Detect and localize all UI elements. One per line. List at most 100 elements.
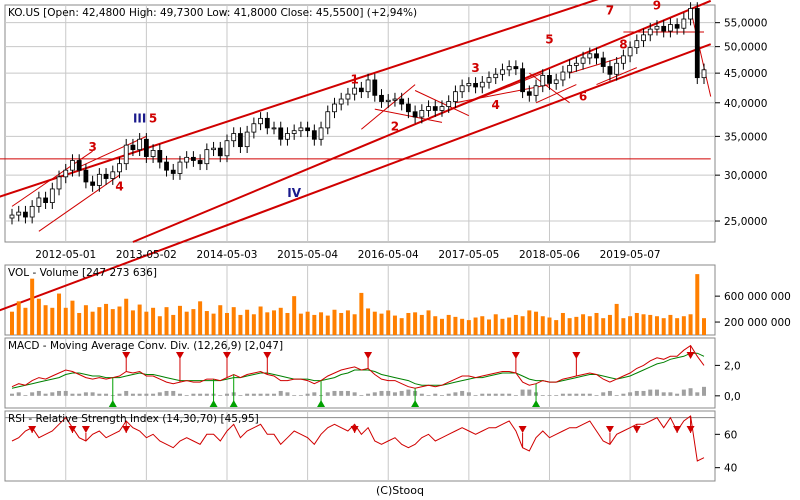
candle-body — [345, 93, 351, 100]
macd-y-tick-label: 0,0 — [724, 391, 741, 403]
wave-label: 5 — [149, 111, 157, 125]
macd-histogram-bar — [90, 392, 95, 396]
macd-histogram-bar — [386, 390, 391, 396]
candle-body — [587, 53, 593, 59]
volume-bar — [688, 314, 693, 335]
volume-bar — [285, 312, 290, 335]
macd-histogram-bar — [419, 393, 424, 396]
macd-sell-marker — [222, 352, 231, 359]
macd-y-tick-label: 2,0 — [724, 360, 741, 372]
volume-bar — [352, 314, 357, 335]
candle-body — [701, 69, 707, 79]
volume-bar — [681, 316, 686, 335]
macd-histogram-bar — [688, 388, 693, 396]
macd-histogram-bar — [587, 393, 592, 396]
wave-label: 4 — [115, 180, 123, 194]
candle-body — [493, 73, 499, 79]
volume-bar — [386, 310, 391, 335]
volume-bar — [594, 312, 599, 335]
volume-bar — [16, 301, 21, 335]
macd-histogram-bar — [695, 392, 700, 396]
candle-body — [372, 79, 378, 96]
volume-bar — [372, 311, 377, 335]
rsi-y-tick-label: 40 — [724, 463, 737, 475]
wave-channel-line — [535, 84, 577, 104]
macd-histogram-bar — [493, 393, 498, 396]
macd-histogram-bar — [184, 395, 189, 396]
volume-bar — [453, 316, 458, 335]
candle-body — [29, 205, 35, 218]
candle-body — [63, 169, 69, 178]
volume-bar — [399, 318, 404, 335]
wave-channel-line — [569, 56, 624, 74]
x-tick-label: 2014-05-03 — [196, 249, 257, 261]
candle-body — [540, 74, 546, 87]
volume-bar — [581, 314, 586, 335]
candle-body — [117, 163, 122, 173]
macd-histogram-bar — [460, 390, 465, 396]
wave-label: 5 — [545, 33, 553, 47]
candle-body — [674, 24, 680, 29]
macd-histogram-bar — [702, 386, 706, 396]
wave-label: 3 — [88, 140, 96, 154]
axis-tick-labels: 2012-05-01 2013-05-02 2014-05-03 2015-05-04… — [35, 18, 791, 475]
candle-body — [238, 133, 243, 148]
candle-body — [453, 91, 458, 102]
macd-histogram-bar — [601, 392, 606, 396]
macd-histogram-bar — [305, 393, 310, 396]
wave-label: III — [133, 111, 146, 125]
volume-bar — [500, 318, 505, 335]
candle-body — [143, 138, 149, 157]
macd-histogram-bar — [527, 389, 532, 396]
macd-histogram-bar — [97, 393, 102, 396]
macd-histogram-bar — [473, 395, 478, 396]
wave-label: 8 — [619, 38, 627, 52]
macd-histogram-bar — [439, 395, 444, 396]
macd-sell-marker — [122, 352, 131, 359]
macd-series — [10, 344, 706, 407]
volume-bar — [554, 320, 559, 335]
macd-histogram-bar — [540, 395, 545, 396]
volume-bar — [218, 305, 223, 335]
volume-bar — [83, 305, 88, 335]
volume-bar — [245, 309, 250, 335]
macd-histogram-bar — [285, 392, 290, 396]
price-y-tick-label: 25,0000 — [724, 216, 767, 228]
candlestick-series — [9, 2, 707, 225]
volume-bar — [392, 315, 397, 335]
volume-bar — [164, 307, 169, 335]
macd-histogram-bar — [607, 390, 612, 396]
volume-bar — [587, 316, 592, 335]
candle-body — [103, 173, 109, 179]
volume-bar — [520, 316, 525, 335]
candle-body — [526, 91, 532, 96]
macd-histogram-bar — [23, 395, 28, 396]
rsi-panel-frame — [4, 410, 716, 482]
volume-bars — [10, 274, 706, 335]
volume-bar — [57, 293, 62, 335]
macd-histogram-bar — [272, 393, 277, 396]
macd-buy-marker — [532, 400, 541, 407]
candle-body — [231, 133, 237, 142]
volume-bar — [648, 314, 653, 335]
candle-body — [251, 123, 257, 133]
macd-histogram-bar — [487, 393, 492, 396]
wave-label: IV — [287, 186, 301, 200]
macd-sell-marker — [364, 352, 373, 359]
candle-body — [83, 169, 89, 183]
volume-bar — [319, 312, 324, 335]
rsi-sell-marker — [81, 426, 90, 433]
volume-bar — [77, 312, 82, 335]
volume-bar — [298, 313, 303, 335]
volume-bar — [70, 300, 75, 335]
macd-histogram-bar — [594, 395, 599, 396]
volume-bar — [23, 307, 28, 335]
volume-bar — [513, 314, 518, 335]
macd-histogram-bar — [83, 392, 88, 396]
volume-panel-header: VOL - Volume [247 273 636] — [8, 267, 157, 279]
volume-bar — [366, 308, 371, 335]
volume-bar — [460, 318, 465, 335]
wave-label: 9 — [653, 0, 661, 12]
candle-body — [486, 77, 492, 83]
volume-bar — [177, 305, 182, 335]
